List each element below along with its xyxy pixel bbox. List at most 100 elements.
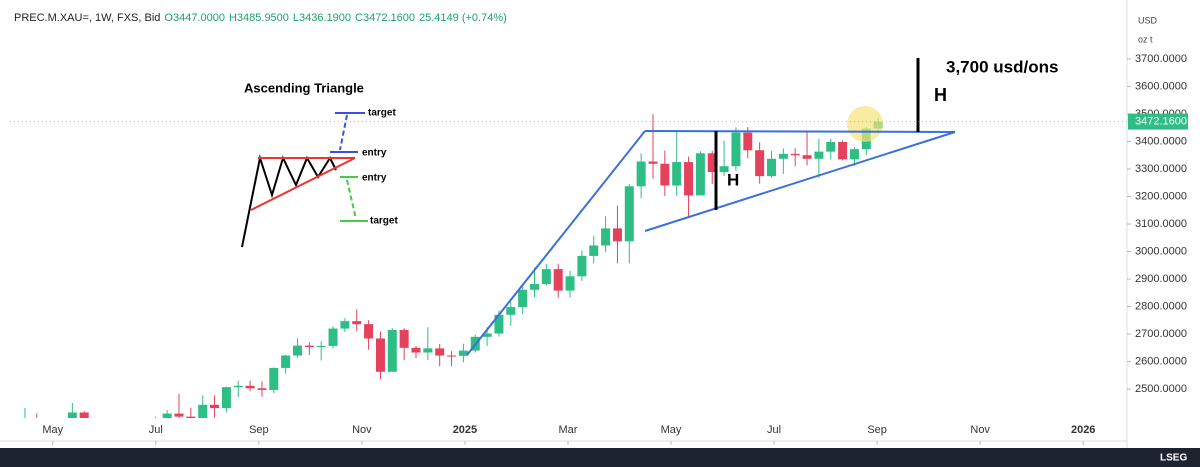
y-tick-label: 2600.0000 xyxy=(1135,355,1187,367)
candle-body xyxy=(518,289,528,308)
candle-body xyxy=(352,321,362,325)
y-tick-label: 3100.0000 xyxy=(1135,218,1187,230)
candle-body xyxy=(577,255,587,277)
candle-body xyxy=(387,329,397,372)
unit: oz t xyxy=(1138,34,1153,44)
symbol: PREC.M.XAU=, 1W, FXS, Bid xyxy=(14,12,161,24)
currency: USD xyxy=(1138,15,1158,25)
candle-body xyxy=(731,132,741,167)
highlight xyxy=(847,106,883,142)
candle-body xyxy=(660,163,670,186)
x-tick-label: 2025 xyxy=(453,424,477,436)
x-tick-label: May xyxy=(42,424,63,436)
inset-label: target xyxy=(370,216,398,227)
y-tick-label: 2500.0000 xyxy=(1135,383,1187,395)
y-tick-label: 2700.0000 xyxy=(1135,328,1187,340)
y-tick-label: 3600.0000 xyxy=(1135,80,1187,92)
candle-body xyxy=(766,158,776,177)
x-tick-label: Nov xyxy=(352,424,372,436)
candle-body xyxy=(601,228,611,246)
annotations xyxy=(466,58,956,356)
x-tick-label: Nov xyxy=(970,424,990,436)
candle-body xyxy=(340,321,350,329)
trend-line xyxy=(466,130,646,356)
header: PREC.M.XAU=, 1W, FXS, Bid O3447.0000 H3485… xyxy=(14,12,507,24)
inset xyxy=(241,112,368,248)
support-line xyxy=(644,131,956,232)
last-price-label: 3472.1600 xyxy=(1135,116,1187,128)
target-text: 3,700 usd/ons xyxy=(946,57,1058,76)
candle-body xyxy=(221,387,231,409)
x-tick-label: 2026 xyxy=(1071,424,1095,436)
inset-move xyxy=(346,179,357,220)
candle-body xyxy=(743,132,753,151)
x-tick-label: Sep xyxy=(867,424,887,436)
inset-label: entry xyxy=(362,148,387,159)
last-price-tag xyxy=(1128,113,1188,130)
candle-body xyxy=(67,412,77,418)
candle-body xyxy=(802,155,812,159)
candle-body xyxy=(162,413,172,418)
candle-body xyxy=(304,345,314,348)
candle-body xyxy=(435,348,445,356)
candle-body xyxy=(648,161,658,164)
candle-body xyxy=(458,350,468,356)
y-tick-label: 3700.0000 xyxy=(1135,53,1187,65)
candle-body xyxy=(838,142,848,160)
change: 25.4149 (+0.74%) xyxy=(419,12,507,24)
candle-body xyxy=(411,347,421,353)
y-tick-label: 3200.0000 xyxy=(1135,190,1187,202)
candle-body xyxy=(672,162,682,186)
candle-body xyxy=(553,269,563,291)
candle-body xyxy=(849,149,859,160)
candle-body xyxy=(707,153,717,172)
candle-body xyxy=(778,153,788,159)
inset-title: Ascending Triangle xyxy=(244,80,364,95)
candle-body xyxy=(684,162,694,196)
inset-label: target xyxy=(368,108,396,119)
y-tick-label: 3300.0000 xyxy=(1135,163,1187,175)
x-tick-label: Jul xyxy=(767,424,781,436)
x-tick-label: May xyxy=(661,424,682,436)
candle-body xyxy=(826,142,836,152)
y-tick-label: 2900.0000 xyxy=(1135,273,1187,285)
resistance-line xyxy=(644,130,956,133)
inset-support xyxy=(250,157,356,211)
footer-logo: LSEG xyxy=(1160,453,1187,464)
candle-body xyxy=(281,355,291,368)
x-tick-label: Mar xyxy=(559,424,578,436)
candle-body xyxy=(494,314,504,334)
x-tick-label: Sep xyxy=(249,424,269,436)
candle-body xyxy=(529,283,539,290)
candle-body xyxy=(719,166,729,172)
footer-bar xyxy=(0,448,1200,467)
background xyxy=(0,0,1200,448)
x-tick-label: Jul xyxy=(149,424,163,436)
candle-body xyxy=(423,348,433,353)
candle-body xyxy=(695,153,705,196)
candle-body xyxy=(79,412,89,418)
ohlc: C3472.1600 xyxy=(355,12,415,24)
inset-label: entry xyxy=(362,173,387,184)
candle-body xyxy=(375,338,385,372)
y-tick-label: 3400.0000 xyxy=(1135,135,1187,147)
zigzag xyxy=(241,154,337,248)
candle-body xyxy=(316,345,326,348)
candle-body xyxy=(233,385,243,388)
candle-body xyxy=(399,329,409,348)
ohlc: O3447.0000 xyxy=(164,12,225,24)
candle-body xyxy=(589,245,599,256)
ohlc: H3485.9500 xyxy=(228,12,289,24)
candle-body xyxy=(210,404,220,409)
y-tick-label: 2800.0000 xyxy=(1135,300,1187,312)
y-tick-label: 3000.0000 xyxy=(1135,245,1187,257)
inset-move xyxy=(339,114,348,151)
candle-body xyxy=(328,328,338,346)
candle-body xyxy=(541,269,551,284)
candle-body xyxy=(790,153,800,156)
candle-body xyxy=(506,307,516,315)
candle-body xyxy=(292,345,302,356)
candle-body xyxy=(612,228,622,242)
